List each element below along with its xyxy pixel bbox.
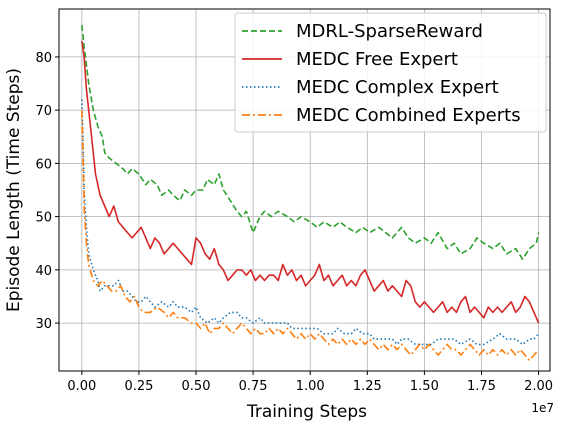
x-tick-label: 1.75: [467, 379, 496, 394]
y-tick-label: 80: [35, 51, 52, 66]
legend-label-1: MDRL-SparseReward: [296, 21, 483, 42]
y-tick-label: 70: [35, 104, 52, 119]
series-line-2: [81, 40, 540, 324]
x-tick-label: 0.25: [124, 379, 153, 394]
legend-box: [234, 12, 547, 133]
legend-label-3: MEDC Complex Expert: [296, 77, 499, 98]
x-axis-label: Training Steps: [246, 402, 367, 422]
y-tick-label: 60: [35, 157, 52, 172]
y-tick-label: 30: [35, 317, 52, 332]
y-axis-label: Episode Length (Time Steps): [4, 68, 24, 312]
series-line-4: [81, 110, 540, 362]
y-tick-label: 40: [35, 264, 52, 279]
legend-label-4: MEDC Combined Experts: [296, 105, 521, 126]
x-tick-label: 1.25: [353, 379, 382, 394]
series-line-1: [81, 24, 540, 260]
x-axis-ticks: 0.00 0.25 0.50 0.75 1.00 1.25 1.50 1.75 2.00: [67, 371, 553, 394]
y-tick-label: 50: [35, 211, 52, 226]
legend: MDRL-SparseReward MEDC Free Expert MEDC Co…: [234, 12, 547, 133]
x-tick-label: 1.00: [296, 379, 325, 394]
plot-frame: [58, 8, 551, 372]
x-tick-label: 2.00: [524, 379, 553, 394]
legend-label-2: MEDC Free Expert: [296, 49, 458, 70]
series-lines: [81, 24, 540, 362]
x-tick-label: 1.50: [410, 379, 439, 394]
x-tick-label: 0.75: [239, 379, 268, 394]
x-tick-label: 0.50: [182, 379, 211, 394]
x-axis-offset-label: 1e7: [531, 401, 554, 415]
x-tick-label: 0.00: [67, 379, 96, 394]
y-axis-ticks: 30 40 50 60 70 80: [35, 51, 59, 332]
series-line-3: [81, 99, 540, 346]
